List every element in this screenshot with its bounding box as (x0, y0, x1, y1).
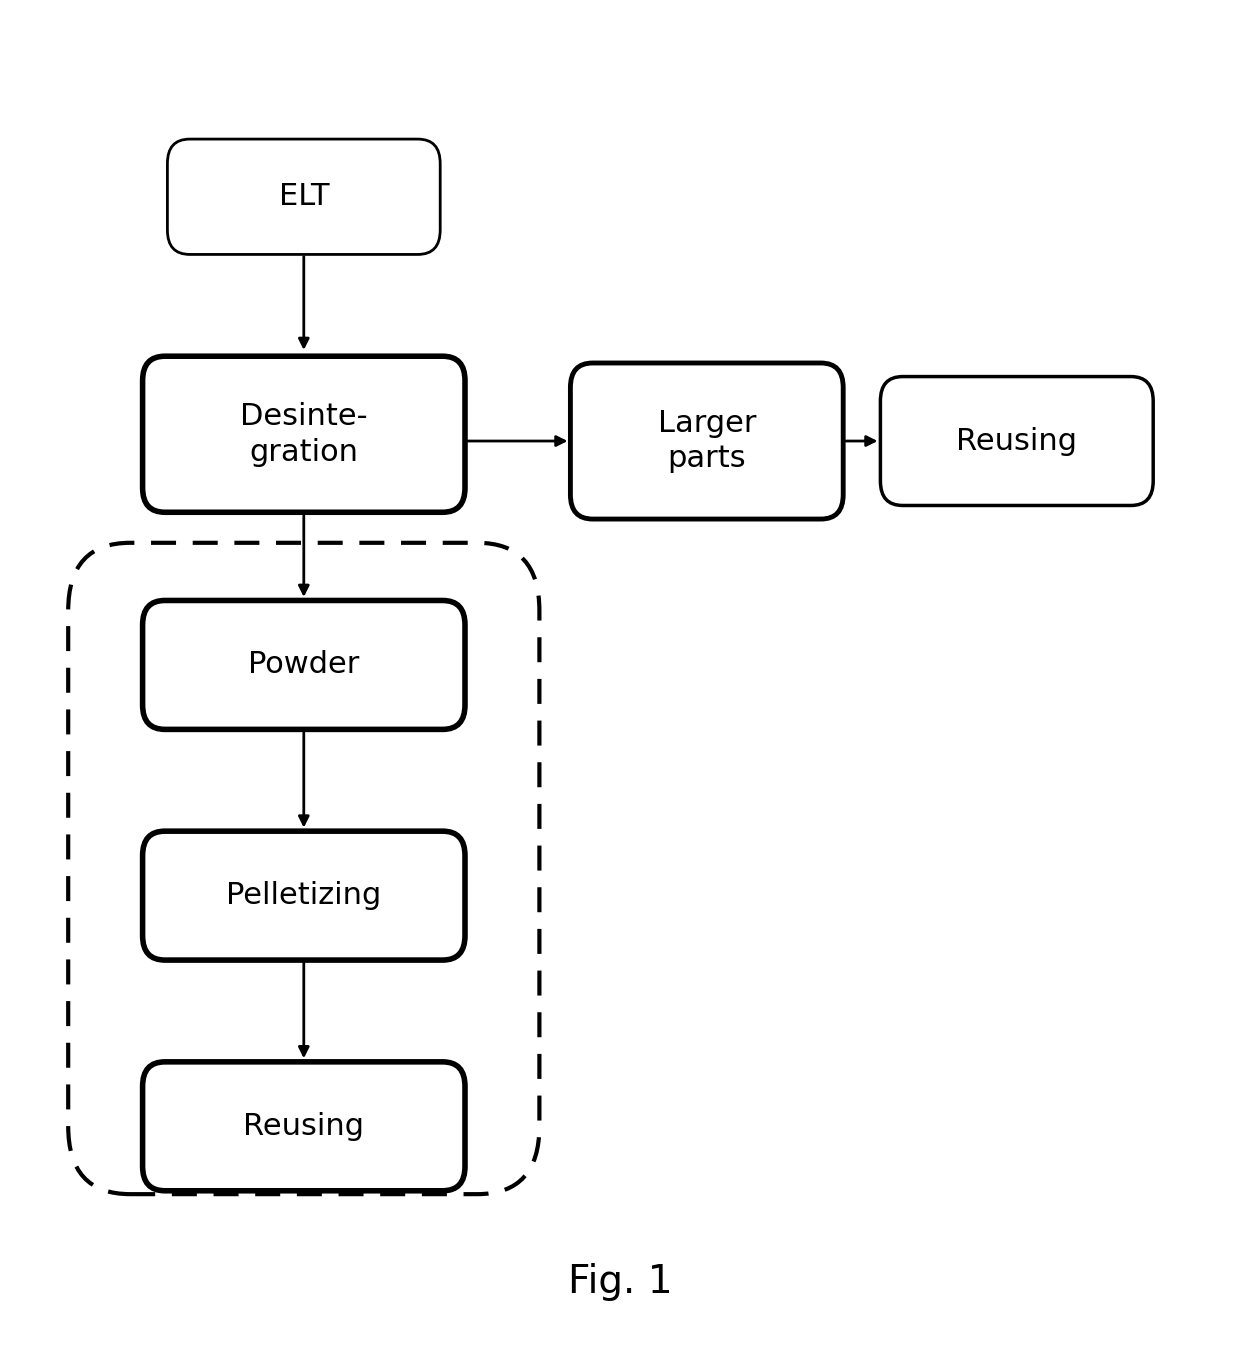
Text: Reusing: Reusing (956, 426, 1078, 456)
FancyBboxPatch shape (143, 1061, 465, 1191)
FancyBboxPatch shape (143, 830, 465, 961)
Text: Pelletizing: Pelletizing (226, 881, 382, 911)
FancyBboxPatch shape (143, 600, 465, 730)
FancyBboxPatch shape (880, 377, 1153, 506)
Text: ELT: ELT (279, 182, 329, 212)
Text: Powder: Powder (248, 650, 360, 680)
Text: Reusing: Reusing (243, 1111, 365, 1141)
FancyBboxPatch shape (143, 357, 465, 513)
Text: Fig. 1: Fig. 1 (568, 1263, 672, 1301)
Text: Desinte-
gration: Desinte- gration (241, 402, 367, 467)
FancyBboxPatch shape (570, 364, 843, 520)
Text: Larger
parts: Larger parts (657, 408, 756, 474)
FancyBboxPatch shape (167, 140, 440, 255)
